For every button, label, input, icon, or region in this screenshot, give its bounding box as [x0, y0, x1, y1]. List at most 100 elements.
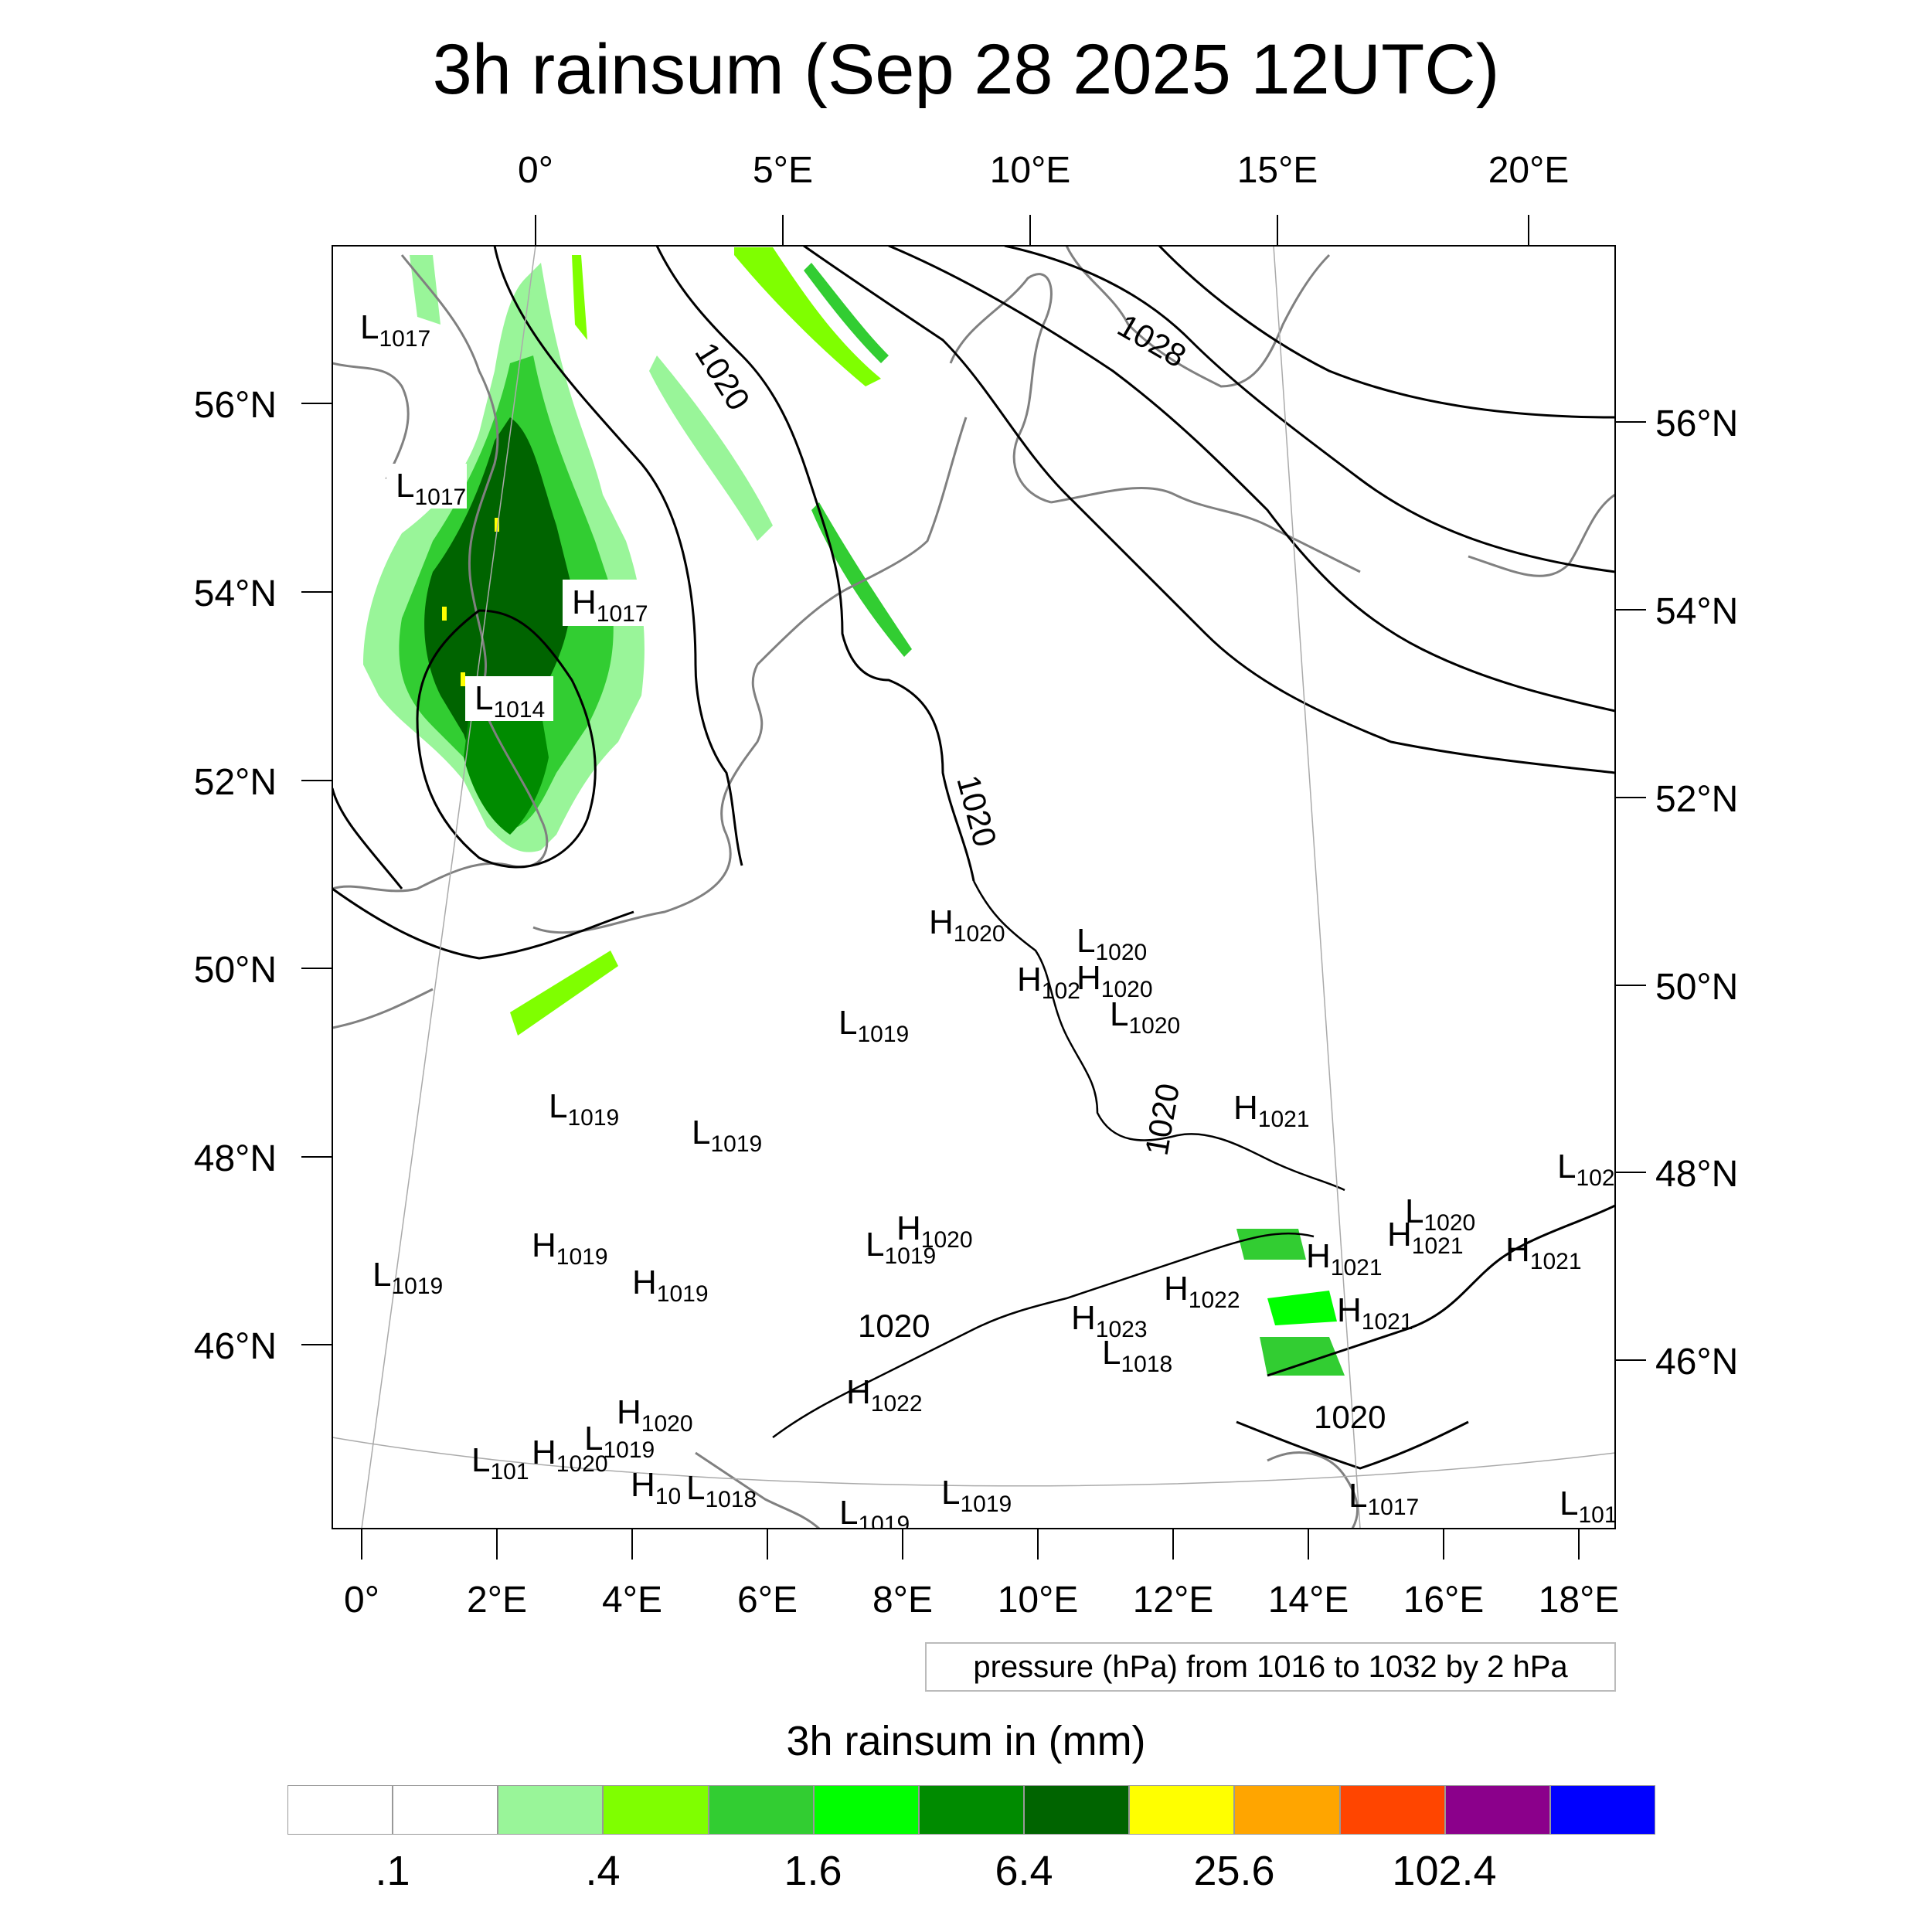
pressure-center: H1019 — [632, 1264, 709, 1307]
right-lat-label: 52°N — [1655, 779, 1738, 820]
coast-adriatic — [1267, 1451, 1359, 1529]
rain-spot-yellow-2 — [442, 607, 447, 621]
svg-text:L101: L101 — [1560, 1485, 1617, 1528]
graticule — [332, 246, 1615, 1529]
svg-text:L1014: L1014 — [474, 679, 545, 723]
coast-baltic-east — [1468, 493, 1615, 577]
svg-text:L1019: L1019 — [839, 1494, 910, 1537]
pressure-center: L1019 — [692, 1114, 762, 1157]
top-lon-label: 10°E — [990, 150, 1071, 191]
isobar-alps-1020 — [772, 1232, 1315, 1439]
pressure-center: H1021 — [1306, 1237, 1383, 1281]
pressure-center: L1018 — [1102, 1334, 1172, 1377]
svg-text:L1018: L1018 — [1102, 1334, 1172, 1377]
pressure-center: L1018 — [686, 1469, 757, 1512]
bottom-lon-label: 16°E — [1403, 1580, 1485, 1621]
svg-text:L1019: L1019 — [866, 1226, 936, 1269]
colorbar-swatch — [287, 1785, 393, 1835]
right-lat-label: 54°N — [1655, 591, 1738, 632]
svg-text:L1020: L1020 — [1405, 1192, 1475, 1236]
svg-text:H1020: H1020 — [896, 1209, 973, 1253]
svg-text:L1019: L1019 — [549, 1087, 619, 1131]
colorbar — [287, 1785, 1656, 1835]
pressure-center: H1022 — [846, 1373, 923, 1417]
isobar-label: 1020 — [858, 1308, 930, 1344]
svg-text:H1021: H1021 — [1505, 1231, 1582, 1274]
top-lon-label: 5°E — [753, 150, 813, 191]
svg-text:H1022: H1022 — [846, 1373, 923, 1417]
pressure-center: H1023 — [1071, 1299, 1148, 1342]
pressure-center: H10 — [631, 1466, 681, 1509]
right-lat-labels: 56°N 54°N 52°N 50°N 48°N 46°N — [1655, 403, 1738, 1383]
bottom-lon-label: 2°E — [467, 1580, 527, 1621]
pressure-centers: L1017 L1017 H1017 L1014 H1020 L1020 H102… — [360, 308, 1617, 1537]
svg-text:L1020: L1020 — [1077, 922, 1147, 965]
colorbar-swatch — [1024, 1785, 1130, 1835]
rain-band-north-2 — [572, 255, 587, 340]
svg-text:L1018: L1018 — [686, 1469, 757, 1512]
colorbar-label: 6.4 — [995, 1848, 1053, 1894]
top-lon-label: 0° — [518, 150, 553, 191]
pressure-center: H1020 — [929, 903, 1005, 947]
colorbar-label: 102.4 — [1392, 1848, 1497, 1894]
svg-text:H1017: H1017 — [572, 583, 648, 627]
colorbar-label: .1 — [375, 1848, 410, 1894]
colorbar-swatch — [1339, 1785, 1445, 1835]
pressure-center: L1020 — [1405, 1192, 1475, 1236]
svg-text:H1020: H1020 — [1077, 959, 1153, 1002]
svg-text:H1020: H1020 — [929, 903, 1005, 947]
pressure-center: H1022 — [1164, 1270, 1240, 1313]
svg-text:L1019: L1019 — [838, 1004, 909, 1047]
svg-text:H1021: H1021 — [1306, 1237, 1383, 1281]
coast-sweden — [1065, 246, 1331, 388]
isobar-6 — [1158, 246, 1615, 419]
right-lat-label: 56°N — [1655, 403, 1738, 444]
pressure-center: L1020 — [1077, 922, 1147, 965]
svg-text:H10: H10 — [631, 1466, 681, 1509]
rain-spot-yellow-1 — [495, 518, 499, 532]
rain-band-east-2 — [734, 247, 881, 386]
parallel-45n — [332, 1437, 1615, 1487]
isobar-south — [1236, 1420, 1469, 1470]
pressure-center: L1017 — [1349, 1477, 1419, 1520]
left-lat-label: 48°N — [194, 1138, 277, 1179]
coast-ireland-sea — [332, 988, 434, 1029]
svg-text:H1021: H1021 — [1387, 1216, 1464, 1259]
svg-text:L102: L102 — [1557, 1148, 1615, 1191]
top-lon-label: 15°E — [1237, 150, 1318, 191]
svg-text:L1017: L1017 — [1349, 1477, 1419, 1520]
rain-area-mid — [464, 685, 549, 835]
isobar-2 — [655, 246, 975, 882]
colorbar-swatch — [1549, 1785, 1656, 1835]
pressure-center: L1019 — [838, 1004, 909, 1047]
left-lat-label: 50°N — [194, 950, 277, 991]
svg-text:H1019: H1019 — [632, 1264, 709, 1307]
bottom-lon-label: 10°E — [998, 1580, 1079, 1621]
svg-text:L1017: L1017 — [360, 308, 430, 352]
tick-marks — [301, 215, 1646, 1560]
pressure-center: L1019 — [866, 1226, 936, 1269]
coast-scotland-west — [332, 362, 410, 480]
isobar-label: 1020 — [1138, 1080, 1187, 1158]
isobar-3 — [803, 246, 1615, 774]
top-lon-labels: 0° 5°E 10°E 15°E 20°E — [518, 150, 1569, 191]
bottom-lon-label: 4°E — [602, 1580, 662, 1621]
isobar-1 — [493, 246, 743, 866]
isobar-low-uk — [416, 609, 597, 869]
isobar-label: 1020 — [688, 336, 757, 417]
right-lat-label: 50°N — [1655, 967, 1738, 1008]
colorbar-swatch — [813, 1785, 919, 1835]
svg-text:L1019: L1019 — [372, 1256, 443, 1299]
colorbar-swatch — [1129, 1785, 1235, 1835]
colorbar-swatch — [1234, 1785, 1340, 1835]
pressure-center: H102 — [1017, 961, 1080, 1004]
pressure-center: L1014 — [465, 676, 553, 723]
pressure-center: H1021 — [1387, 1216, 1464, 1259]
isobar-label: 1020 — [1314, 1399, 1386, 1435]
pressure-center: H1020 — [617, 1393, 693, 1437]
svg-text:L1017: L1017 — [396, 467, 466, 510]
pressure-center: H1021 — [1337, 1291, 1413, 1335]
bottom-lon-label: 14°E — [1268, 1580, 1349, 1621]
pressure-center: L102 — [1557, 1148, 1615, 1191]
